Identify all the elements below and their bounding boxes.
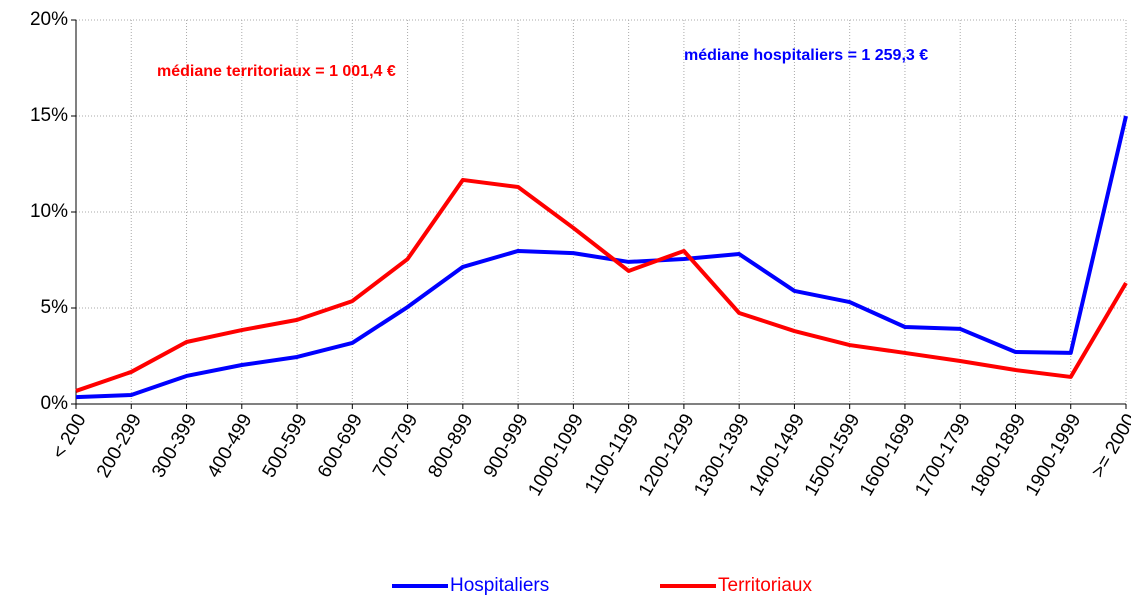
legend-label: Territoriaux — [718, 575, 812, 596]
series-line — [75, 177, 1128, 393]
x-tick-label: 200-299 — [93, 411, 146, 482]
x-tick-label: 300-399 — [148, 411, 201, 482]
annotation: médiane territoriaux = 1 001,4 € — [157, 63, 396, 80]
y-tick-label: 15% — [30, 105, 68, 126]
x-tick-label: 1400-1499 — [745, 411, 809, 500]
series-line — [75, 115, 1128, 400]
x-tick-label: 1900-1999 — [1022, 411, 1086, 500]
x-tick-label: 1600-1699 — [856, 411, 920, 500]
x-tick-label: 1500-1599 — [801, 411, 865, 500]
x-tick-label: 600-699 — [314, 411, 367, 482]
x-tick-label: 900-999 — [480, 411, 533, 482]
x-tick-label: 1800-1899 — [967, 411, 1031, 500]
y-tick-label: 0% — [41, 393, 69, 414]
x-tick-label: 500-599 — [259, 411, 312, 482]
x-tick-label: 1700-1799 — [911, 411, 975, 500]
x-tick-label: 1000-1099 — [524, 411, 588, 500]
x-tick-label: 1100-1199 — [581, 411, 643, 498]
y-tick-label: 5% — [41, 297, 69, 318]
y-tick-label: 20% — [30, 9, 68, 30]
x-tick-label: 1200-1299 — [635, 411, 699, 500]
annotation: médiane hospitaliers = 1 259,3 € — [684, 47, 928, 64]
legend-label: Hospitaliers — [450, 575, 549, 596]
y-tick-label: 10% — [30, 201, 68, 222]
x-tick-label: 700-799 — [369, 411, 422, 482]
x-tick-label: 1300-1399 — [690, 411, 754, 500]
x-tick-label: 400-499 — [203, 411, 256, 482]
x-tick-label: < 200 — [48, 411, 90, 463]
x-tick-label: >= 2000 — [1088, 411, 1131, 482]
x-tick-label: 800-899 — [424, 411, 477, 482]
